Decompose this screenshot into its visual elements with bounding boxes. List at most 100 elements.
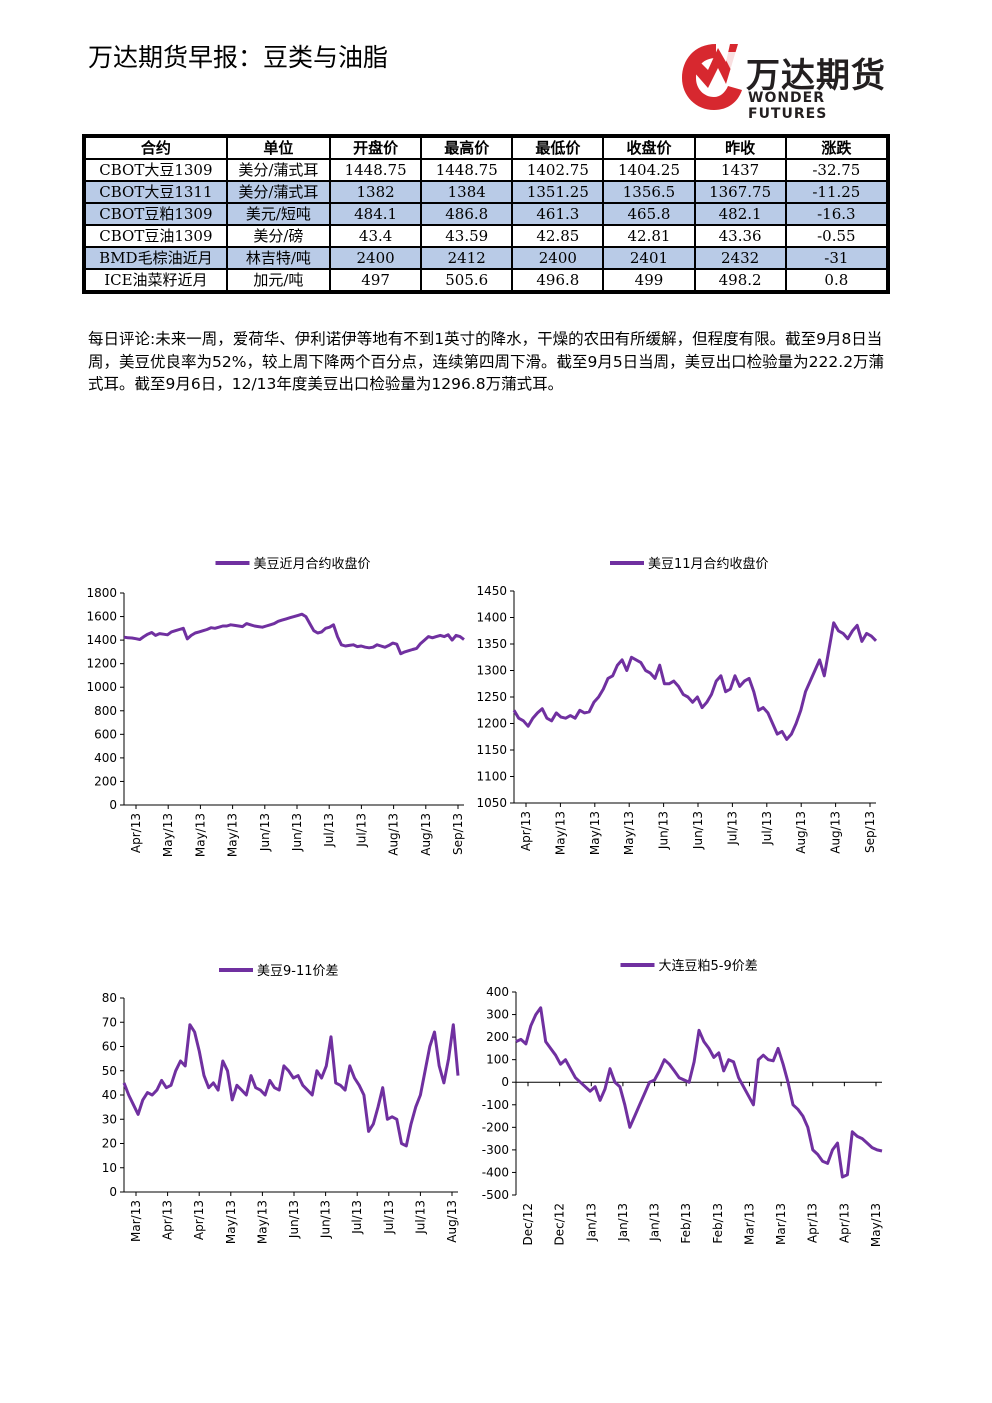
table-cell: -11.25 [786,182,886,202]
table-cell: 482.1 [695,204,785,224]
y-tick-label: 200 [486,1030,509,1044]
legend-label: 美豆近月合约收盘价 [254,556,371,572]
y-tick-label: 1400 [476,611,507,625]
table-cell: 42.85 [513,226,603,246]
y-tick-label: 60 [102,1040,117,1054]
chart-svg: 美豆近月合约收盘价 0 200 400 600 800 1000 1200 1400 1600 18… [86,556,465,857]
table-cell: 43.4 [331,226,421,246]
table-cell: 美分/磅 [227,226,330,246]
y-tick-label: 30 [102,1112,117,1126]
series-line [515,1006,883,1179]
x-tick-label: Mar/13 [742,1203,756,1245]
y-tick-label: 0 [109,1185,117,1199]
x-tick-label: Apr/13 [192,1200,206,1240]
legend: 大连豆粕5-9价差 [620,958,758,974]
column-header: 最高价 [422,138,512,158]
x-tick-label: Jun/13 [319,1200,333,1239]
table-cell: 43.59 [422,226,512,246]
table-cell: 2400 [331,248,421,268]
y-tick-label: 300 [486,1008,509,1022]
y-tick-label: 1100 [476,770,507,784]
x-tick-label: Apr/13 [161,1200,175,1240]
x-tick-label: Jul/13 [354,813,368,848]
y-tick-label: 1250 [476,690,507,704]
logo-name: 万达期货 [746,56,886,96]
legend: 美豆9-11价差 [219,964,339,979]
x-tick-label: Aug/13 [419,813,433,856]
x-tick-label: Aug/13 [445,1200,459,1243]
y-tick-label: -500 [482,1188,509,1202]
y-tick-label: 1600 [86,610,117,624]
table-cell: 1356.5 [604,182,694,202]
table-cell: 499 [604,270,694,290]
y-tick-label: 1150 [476,743,507,757]
legend-label: 美豆9-11价差 [257,964,339,979]
y-tick-label: -400 [482,1165,509,1179]
legend-label: 大连豆粕5-9价差 [659,958,758,974]
table-cell: 美分/蒲式耳 [227,182,330,202]
legend: 美豆11月合约收盘价 [610,556,769,572]
chart-soybean-front-month: 美豆近月合约收盘价 0 200 400 600 800 1000 1200 1400 1600 18… [80,545,470,865]
table-cell: 43.36 [695,226,785,246]
x-tick-label: Jul/13 [760,811,774,846]
table-cell: 加元/吨 [227,270,330,290]
table-cell: 1448.75 [331,160,421,180]
x-tick-label: May/13 [226,813,240,857]
x-tick-label: Jun/13 [691,811,705,850]
x-tick-label: Sep/13 [451,813,465,855]
table-row: CBOT大豆1309 美分/蒲式耳 1448.75 1448.75 1402.7… [86,160,886,180]
x-tick-label: May/13 [869,1203,883,1247]
x-tick-label: Mar/13 [774,1203,788,1245]
x-tick-label: Jul/13 [725,811,739,846]
table-cell: CBOT豆油1309 [86,226,226,246]
table-cell: 1367.75 [695,182,785,202]
table-cell: 1351.25 [513,182,603,202]
table-row: CBOT大豆1311 美分/蒲式耳 1382 1384 1351.25 1356… [86,182,886,202]
x-tick-label: Jan/13 [648,1203,662,1242]
series-line [122,1023,460,1148]
table-cell: CBOT豆粕1309 [86,204,226,224]
y-tick-label: 600 [94,727,117,741]
table-cell: 2400 [513,248,603,268]
table-cell: 1437 [695,160,785,180]
y-tick-label: 0 [109,798,117,812]
x-tick-label: Jan/13 [616,1203,630,1242]
x-tick-label: Sep/13 [863,811,877,853]
y-tick-label: 50 [102,1064,117,1078]
table-cell: 1448.75 [422,160,512,180]
chart-svg: 美豆9-11价差 0 10 20 30 40 50 60 70 80 Mar/13 Apr/13 Apr… [102,964,460,1244]
x-tick-label: May/13 [193,813,207,857]
x-tick-label: Feb/13 [679,1203,693,1244]
column-header: 收盘价 [604,138,694,158]
y-tick-label: 40 [102,1088,117,1102]
table-cell: -31 [786,248,886,268]
column-header: 开盘价 [331,138,421,158]
daily-commentary: 每日评论:未来一周，爱荷华、伊利诺伊等地有不到1英寸的降水，干燥的农田有所缓解，… [88,330,885,393]
chart-svg: 美豆11月合约收盘价 1050 1100 1150 1200 1250 1300 1350 14… [476,556,878,855]
table-cell: 美元/短吨 [227,204,330,224]
table-row: CBOT豆粕1309 美元/短吨 484.1 486.8 461.3 465.8… [86,204,886,224]
column-header: 合约 [86,138,226,158]
table-cell: 484.1 [331,204,421,224]
table-cell: 1384 [422,182,512,202]
y-tick-label: 400 [486,985,509,999]
y-tick-label: -300 [482,1143,509,1157]
chart-svg: 大连豆粕5-9价差 -500 -400 -300 -200 -100 0 100 200 300 4… [482,958,883,1247]
table-cell: 美分/蒲式耳 [227,160,330,180]
table-cell: -32.75 [786,160,886,180]
table-cell: 1402.75 [513,160,603,180]
table-cell: 42.81 [604,226,694,246]
table-cell: ICE油菜籽近月 [86,270,226,290]
column-header: 最低价 [513,138,603,158]
x-tick-label: Jun/13 [287,1200,301,1239]
y-tick-label: 70 [102,1015,117,1029]
y-tick-label: -200 [482,1120,509,1134]
table-cell: 498.2 [695,270,785,290]
x-tick-label: Apr/13 [837,1203,851,1243]
table-cell: 林吉特/吨 [227,248,330,268]
table-cell: 2412 [422,248,512,268]
x-tick-label: Jul/13 [382,1200,396,1235]
x-tick-label: Feb/13 [711,1203,725,1244]
table-row: CBOT豆油1309 美分/磅 43.4 43.59 42.85 42.81 4… [86,226,886,246]
x-tick-label: Jul/13 [322,813,336,848]
